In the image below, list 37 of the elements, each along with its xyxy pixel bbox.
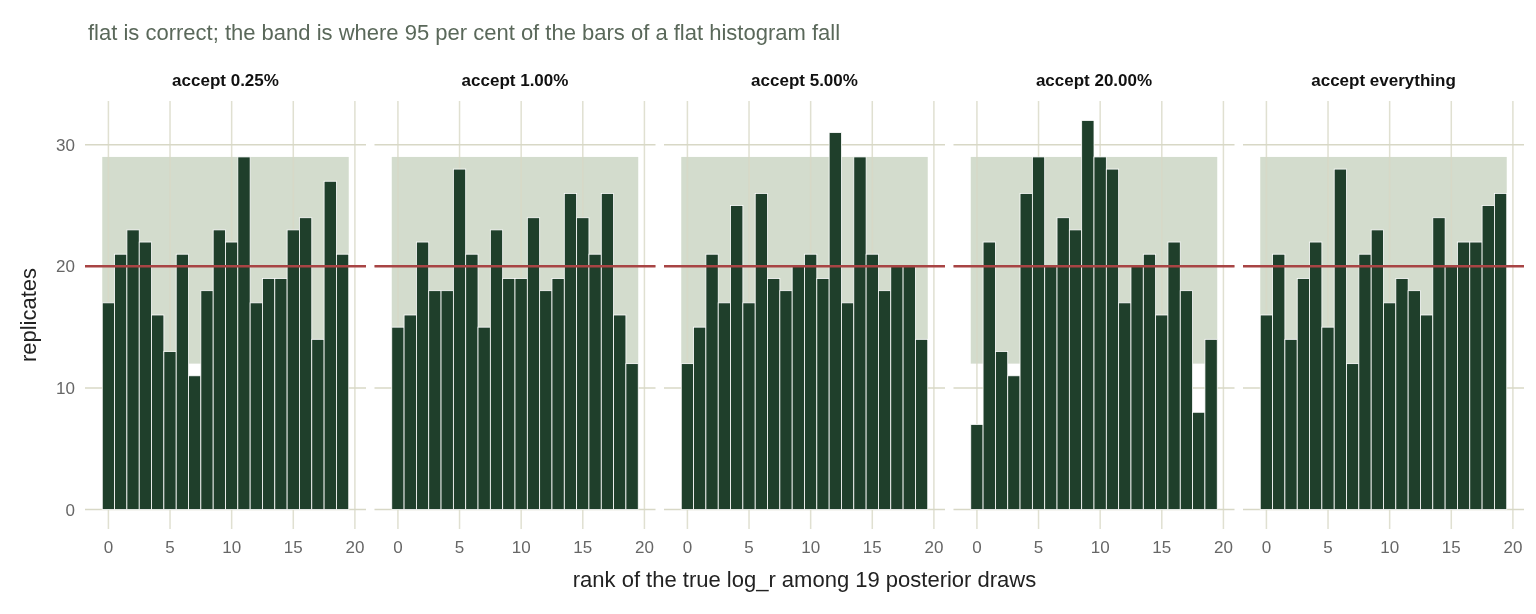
x-tick-label: 15 — [862, 538, 882, 557]
x-tick-label: 5 — [1033, 538, 1044, 557]
x-tick-label: 15 — [1152, 538, 1172, 557]
x-tick-label: 5 — [744, 538, 754, 557]
x-tick-label: 20 — [924, 538, 944, 557]
chart-title: accept 20.00% — [1035, 71, 1153, 90]
x-tick-label: 0 — [972, 538, 982, 557]
x-tick-label: 5 — [165, 538, 175, 557]
x-tick-label: 5 — [454, 538, 465, 557]
x-tick-label: 10 — [222, 538, 242, 557]
x-tick-label: 10 — [1380, 538, 1400, 557]
x-tick-label: 15 — [573, 538, 593, 557]
x-tick-label: 5 — [1323, 538, 1333, 557]
x-tick-label: 20 — [1213, 538, 1233, 557]
x-tick-label: 20 — [1503, 538, 1523, 557]
y-tick-label: 0 — [65, 500, 75, 520]
x-tick-label: 10 — [511, 538, 531, 557]
x-tick-label: 10 — [1090, 538, 1110, 557]
chart-title: accept everything — [1311, 71, 1456, 90]
x-tick-label: 0 — [393, 538, 403, 557]
y-axis-title: replicates — [16, 267, 41, 363]
chart-title: accept 5.00% — [751, 71, 858, 90]
x-tick-label: 15 — [1441, 538, 1461, 557]
x-tick-label: 0 — [682, 538, 693, 557]
text: flat is correct; the band is where 95 per cent of the bars of a flat histogram fall — [88, 20, 841, 45]
x-tick-label: 0 — [1261, 538, 1272, 557]
x-tick-label: 20 — [634, 538, 654, 557]
x-tick-label: 20 — [345, 538, 365, 557]
chart-title: accept 0.25% — [172, 71, 279, 90]
y-tick-label: 10 — [56, 378, 75, 398]
y-tick-label: 20 — [56, 257, 75, 277]
x-tick-label: 0 — [103, 538, 114, 557]
x-tick-label: 10 — [801, 538, 821, 557]
x-tick-label: 15 — [283, 538, 303, 557]
y-tick-label: 30 — [56, 135, 75, 155]
x-axis-title: rank of the true log_r among 19 posterior draws — [572, 567, 1037, 592]
chart-title: accept 1.00% — [461, 71, 569, 90]
